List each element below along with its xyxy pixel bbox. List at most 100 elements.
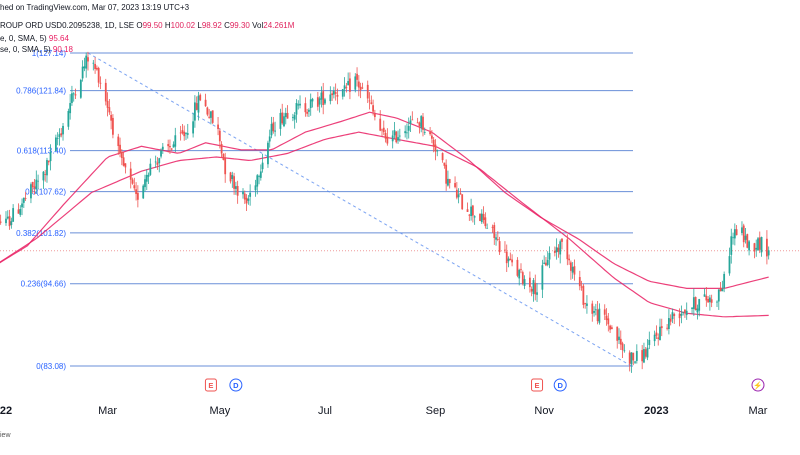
trendline-layer: [87, 52, 632, 367]
candle-body: [99, 82, 102, 84]
candle-body: [553, 250, 556, 253]
candle: [281, 103, 284, 125]
ma2-value: 90.18: [52, 45, 73, 54]
candle: [108, 99, 111, 115]
candle-body: [169, 145, 171, 148]
fib-level-label: 0(83.08): [36, 362, 66, 371]
candle: [555, 238, 558, 260]
candle: [199, 93, 202, 102]
candle-body: [261, 162, 264, 170]
candle-body: [398, 135, 401, 137]
candle: [197, 91, 200, 121]
candle-body: [361, 87, 364, 89]
candle: [54, 134, 57, 152]
candle: [274, 121, 276, 137]
candle-body: [158, 158, 161, 164]
event-markers[interactable]: E D E D ⚡: [204, 378, 765, 392]
candle: [692, 288, 695, 316]
candle: [185, 132, 187, 141]
time-axis[interactable]: 22 Mar May Jul Sep Nov 2023 Mar: [0, 405, 768, 417]
candle: [705, 287, 708, 307]
time-axis-tick-label: 22: [0, 405, 12, 417]
earnings-marker[interactable]: E: [204, 378, 217, 392]
candle-body: [616, 326, 619, 341]
candle-body: [457, 194, 460, 198]
candle-body: [703, 294, 706, 297]
candle-body: [461, 194, 464, 210]
candle-body: [648, 339, 651, 346]
candle-body: [72, 93, 75, 95]
candle-body: [142, 185, 145, 199]
ma-long-line[interactable]: [0, 131, 769, 318]
candle: [12, 204, 15, 222]
candle: [429, 126, 432, 136]
candle-body: [382, 127, 385, 133]
candle: [42, 170, 45, 190]
candle: [283, 112, 285, 128]
dividend-marker[interactable]: D: [553, 378, 567, 392]
candle: [682, 311, 685, 316]
candle-body: [393, 130, 396, 136]
fib-trendline[interactable]: [87, 52, 632, 367]
candle-body: [468, 214, 471, 216]
candle: [19, 205, 22, 217]
ma2-legend[interactable]: se, 0, SMA, 5) 90.18: [0, 45, 73, 54]
candle: [619, 330, 622, 350]
candle-body: [479, 213, 481, 221]
candle-body: [224, 157, 227, 175]
candle: [741, 221, 743, 236]
candle-body: [49, 151, 52, 162]
candle-body: [160, 150, 162, 157]
candle: [179, 125, 182, 141]
candle-body: [304, 103, 307, 113]
candle-body: [268, 136, 271, 142]
candle-body: [767, 250, 770, 256]
candle-body: [436, 150, 439, 152]
candle: [443, 162, 446, 169]
candle-body: [373, 113, 376, 118]
candle: [573, 259, 576, 281]
candle: [361, 82, 364, 90]
ma1-legend[interactable]: e, 0, SMA, 5) 95.64: [0, 34, 69, 43]
candle-body: [56, 138, 59, 139]
candle-body: [174, 135, 177, 147]
candle-body: [281, 112, 284, 124]
candle-body: [110, 114, 113, 121]
candle-body: [557, 247, 560, 252]
ma-short-line[interactable]: [0, 111, 769, 289]
candle-body: [432, 139, 435, 147]
earnings-marker[interactable]: E: [531, 378, 544, 392]
candle-body: [669, 318, 672, 322]
candle: [758, 231, 761, 254]
split-marker[interactable]: ⚡: [751, 378, 765, 392]
candle-body: [730, 236, 733, 255]
candle: [707, 296, 710, 303]
candle: [83, 57, 86, 72]
candle-body: [530, 288, 533, 292]
candle: [160, 148, 162, 159]
candle: [117, 133, 120, 155]
candle: [229, 171, 232, 184]
candle: [249, 184, 252, 206]
candle-body: [366, 84, 369, 99]
candle: [411, 111, 414, 121]
candle-body: [404, 131, 407, 134]
candle-body: [62, 125, 64, 135]
candle: [545, 257, 547, 267]
event-marker-label: E: [208, 381, 213, 390]
candle: [420, 115, 423, 133]
candle: [261, 153, 264, 173]
candle-body: [292, 117, 294, 118]
candle: [716, 300, 718, 307]
candle-body: [243, 193, 246, 200]
dividend-marker[interactable]: D: [229, 378, 243, 392]
candle-body: [707, 298, 710, 303]
candle: [208, 109, 211, 119]
candle-body: [122, 157, 125, 166]
candle: [135, 182, 137, 201]
candle: [331, 90, 334, 101]
candle: [133, 177, 136, 191]
candle-body: [117, 136, 120, 147]
